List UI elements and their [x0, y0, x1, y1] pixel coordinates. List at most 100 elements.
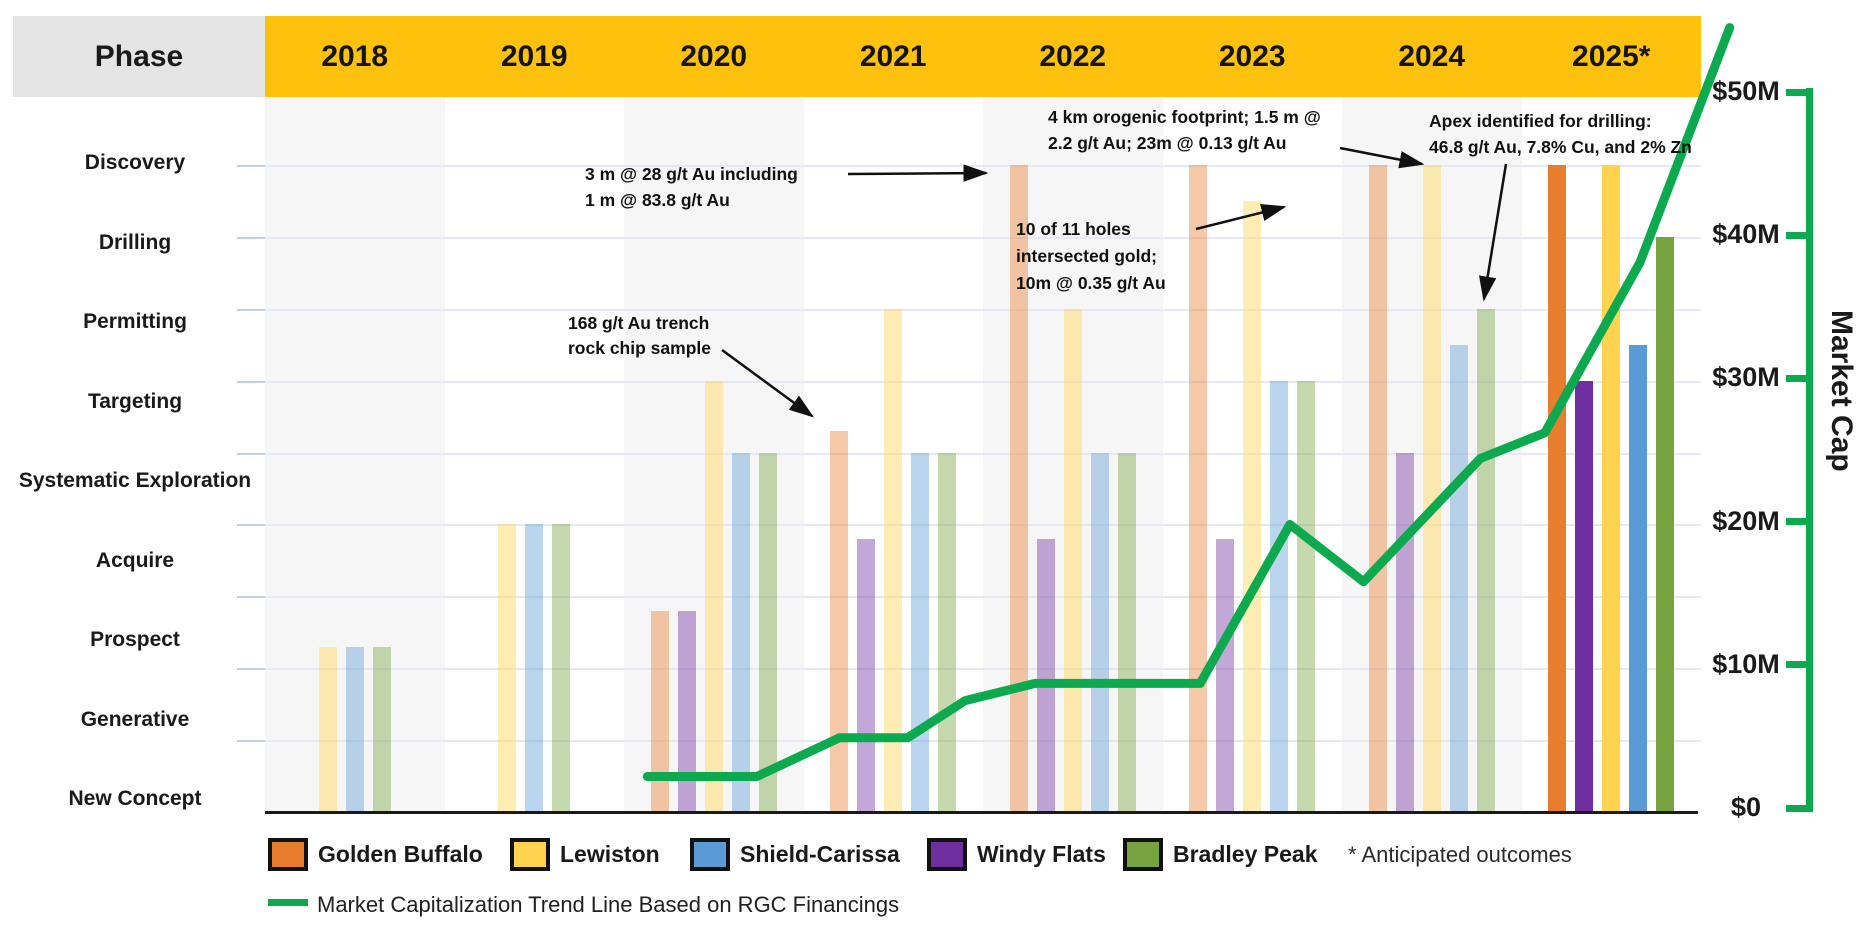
legend-label-lewiston: Lewiston: [560, 841, 660, 867]
year-header-2021: 2021: [859, 39, 927, 73]
bar-shield-carissa-2024: [1449, 344, 1468, 811]
bar-lewiston-2020: [704, 380, 723, 811]
annotation-a-orogenic: 4 km orogenic footprint; 1.5 m @ 2.2 g/t…: [1048, 107, 1321, 153]
phase-label-drilling: Drilling: [98, 230, 172, 254]
gridline-level-9: [265, 164, 1701, 167]
bar-golden-buffalo-2020: [650, 610, 669, 811]
bar-lewiston-2022: [1063, 308, 1082, 811]
phase-tick-8: [237, 236, 265, 239]
market-cap-label-10: $10M: [1712, 648, 1780, 679]
bar-bradley-peak-2022: [1117, 452, 1136, 811]
year-header-band: 2018 2019 2020 2021 2022 2023 2024 2025*: [265, 16, 1701, 97]
legend-item-lewiston: Lewiston: [510, 838, 660, 871]
trend-legend-swatch: [268, 899, 308, 906]
legend-item-bradley-peak: Bradley Peak: [1123, 838, 1317, 871]
bar-golden-buffalo-2023: [1189, 164, 1208, 811]
market-cap-tick-10: [1786, 661, 1813, 669]
bar-bradley-peak-2025: [1656, 236, 1675, 811]
phase-tick-3: [237, 596, 265, 599]
phase-header-label: Phase: [94, 39, 184, 73]
legend-label-golden-buffalo: Golden Buffalo: [318, 841, 483, 867]
market-cap-title-text: Market Cap: [1825, 310, 1858, 472]
year-header-2022: 2022: [1039, 39, 1107, 73]
market-cap-label-40: $40M: [1712, 219, 1780, 250]
market-cap-label-20: $20M: [1712, 505, 1780, 536]
gridline-level-8: [265, 236, 1701, 239]
annotation-a-trench: 168 g/t Au trench rock chip sample: [568, 313, 711, 358]
phase-tick-1: [237, 740, 265, 743]
bar-windy-flats-2022: [1036, 538, 1055, 811]
bar-shield-carissa-2021: [911, 452, 930, 811]
phase-tick-6: [237, 380, 265, 383]
bar-windy-flats-2021: [857, 538, 876, 811]
market-cap-tick-20: [1786, 518, 1813, 526]
year-header-2025: 2025*: [1572, 39, 1651, 73]
market-cap-tick-0: [1786, 804, 1813, 812]
bar-lewiston-2018: [318, 646, 337, 811]
bar-shield-carissa-2019: [525, 524, 544, 811]
phase-tick-4: [237, 524, 265, 527]
phase-label-generative: Generative: [80, 707, 190, 731]
legend-swatch-golden-buffalo: [268, 838, 308, 871]
bar-windy-flats-2025: [1575, 380, 1594, 811]
market-cap-axis-title: Market Cap: [1824, 310, 1858, 590]
legend-label-bradley-peak: Bradley Peak: [1173, 841, 1318, 867]
phase-label-discovery: Discovery: [84, 151, 186, 174]
bar-windy-flats-2023: [1216, 538, 1235, 811]
phase-tick-7: [237, 308, 265, 311]
bar-bradley-peak-2021: [938, 452, 957, 811]
legend-swatch-shield-carissa: [690, 838, 730, 871]
bar-bradley-peak-2019: [552, 524, 571, 811]
bar-bradley-peak-2023: [1297, 380, 1316, 811]
year-header-2023: 2023: [1218, 39, 1286, 73]
phase-tick-9: [237, 164, 265, 167]
market-cap-axis-line: [1806, 88, 1813, 812]
bar-golden-buffalo-2025: [1548, 164, 1567, 811]
annotation-a-holes: 10 of 11 holes intersected gold; 10m @ 0…: [1016, 219, 1166, 293]
bar-lewiston-2023: [1243, 200, 1262, 811]
market-cap-label-30: $30M: [1712, 362, 1780, 393]
phase-tick-2: [237, 668, 265, 671]
bar-shield-carissa-2020: [731, 452, 750, 811]
legend-swatch-windy-flats: [927, 838, 967, 871]
bar-windy-flats-2024: [1395, 452, 1414, 811]
column-stripe-2018: [265, 97, 445, 812]
bar-shield-carissa-2022: [1090, 452, 1109, 811]
market-cap-label-0: $0: [1730, 792, 1762, 822]
bar-lewiston-2025: [1602, 164, 1621, 811]
market-cap-tick-30: [1786, 374, 1813, 382]
legend-label-windy-flats: Windy Flats: [977, 841, 1106, 867]
x-axis-line: [265, 811, 1698, 814]
bar-bradley-peak-2020: [758, 452, 777, 811]
year-header-2024: 2024: [1398, 39, 1466, 73]
trend-legend-label: Market Capitalization Trend Line Based o…: [317, 892, 900, 917]
phase-label-permitting: Permitting: [83, 310, 187, 333]
legend-item-windy-flats: Windy Flats: [927, 838, 1106, 871]
bar-windy-flats-2020: [677, 610, 696, 811]
bar-bradley-peak-2024: [1476, 308, 1495, 811]
phase-tick-5: [237, 452, 265, 455]
year-header-2020: 2020: [680, 39, 748, 73]
bar-golden-buffalo-2021: [830, 430, 849, 811]
legend-swatch-lewiston: [510, 838, 550, 871]
bar-lewiston-2024: [1422, 164, 1441, 811]
phase-header-cell: Phase: [13, 16, 265, 97]
legend-label-shield-carissa: Shield-Carissa: [740, 841, 900, 867]
bar-shield-carissa-2018: [345, 646, 364, 811]
market-cap-label-50: $50M: [1712, 76, 1780, 106]
phase-label-prospect: Prospect: [90, 628, 180, 651]
bar-lewiston-2021: [884, 308, 903, 811]
bar-lewiston-2019: [498, 524, 517, 811]
annotation-a-28gt: 3 m @ 28 g/t Au including 1 m @ 83.8 g/t…: [585, 164, 798, 210]
legend-item-shield-carissa: Shield-Carissa: [690, 838, 900, 871]
annotation-a-apex: Apex identified for drilling: 46.8 g/t A…: [1429, 111, 1692, 157]
market-cap-tick-50: [1786, 88, 1813, 96]
legend-swatch-bradley-peak: [1123, 838, 1163, 871]
year-header-2019: 2019: [500, 39, 568, 73]
plot-area: [265, 97, 1701, 812]
phase-label-targeting: Targeting: [87, 389, 183, 413]
anticipated-outcomes-footnote: * Anticipated outcomes: [1348, 842, 1572, 867]
bar-shield-carissa-2025: [1629, 344, 1648, 811]
legend-item-golden-buffalo: Golden Buffalo: [268, 838, 483, 871]
